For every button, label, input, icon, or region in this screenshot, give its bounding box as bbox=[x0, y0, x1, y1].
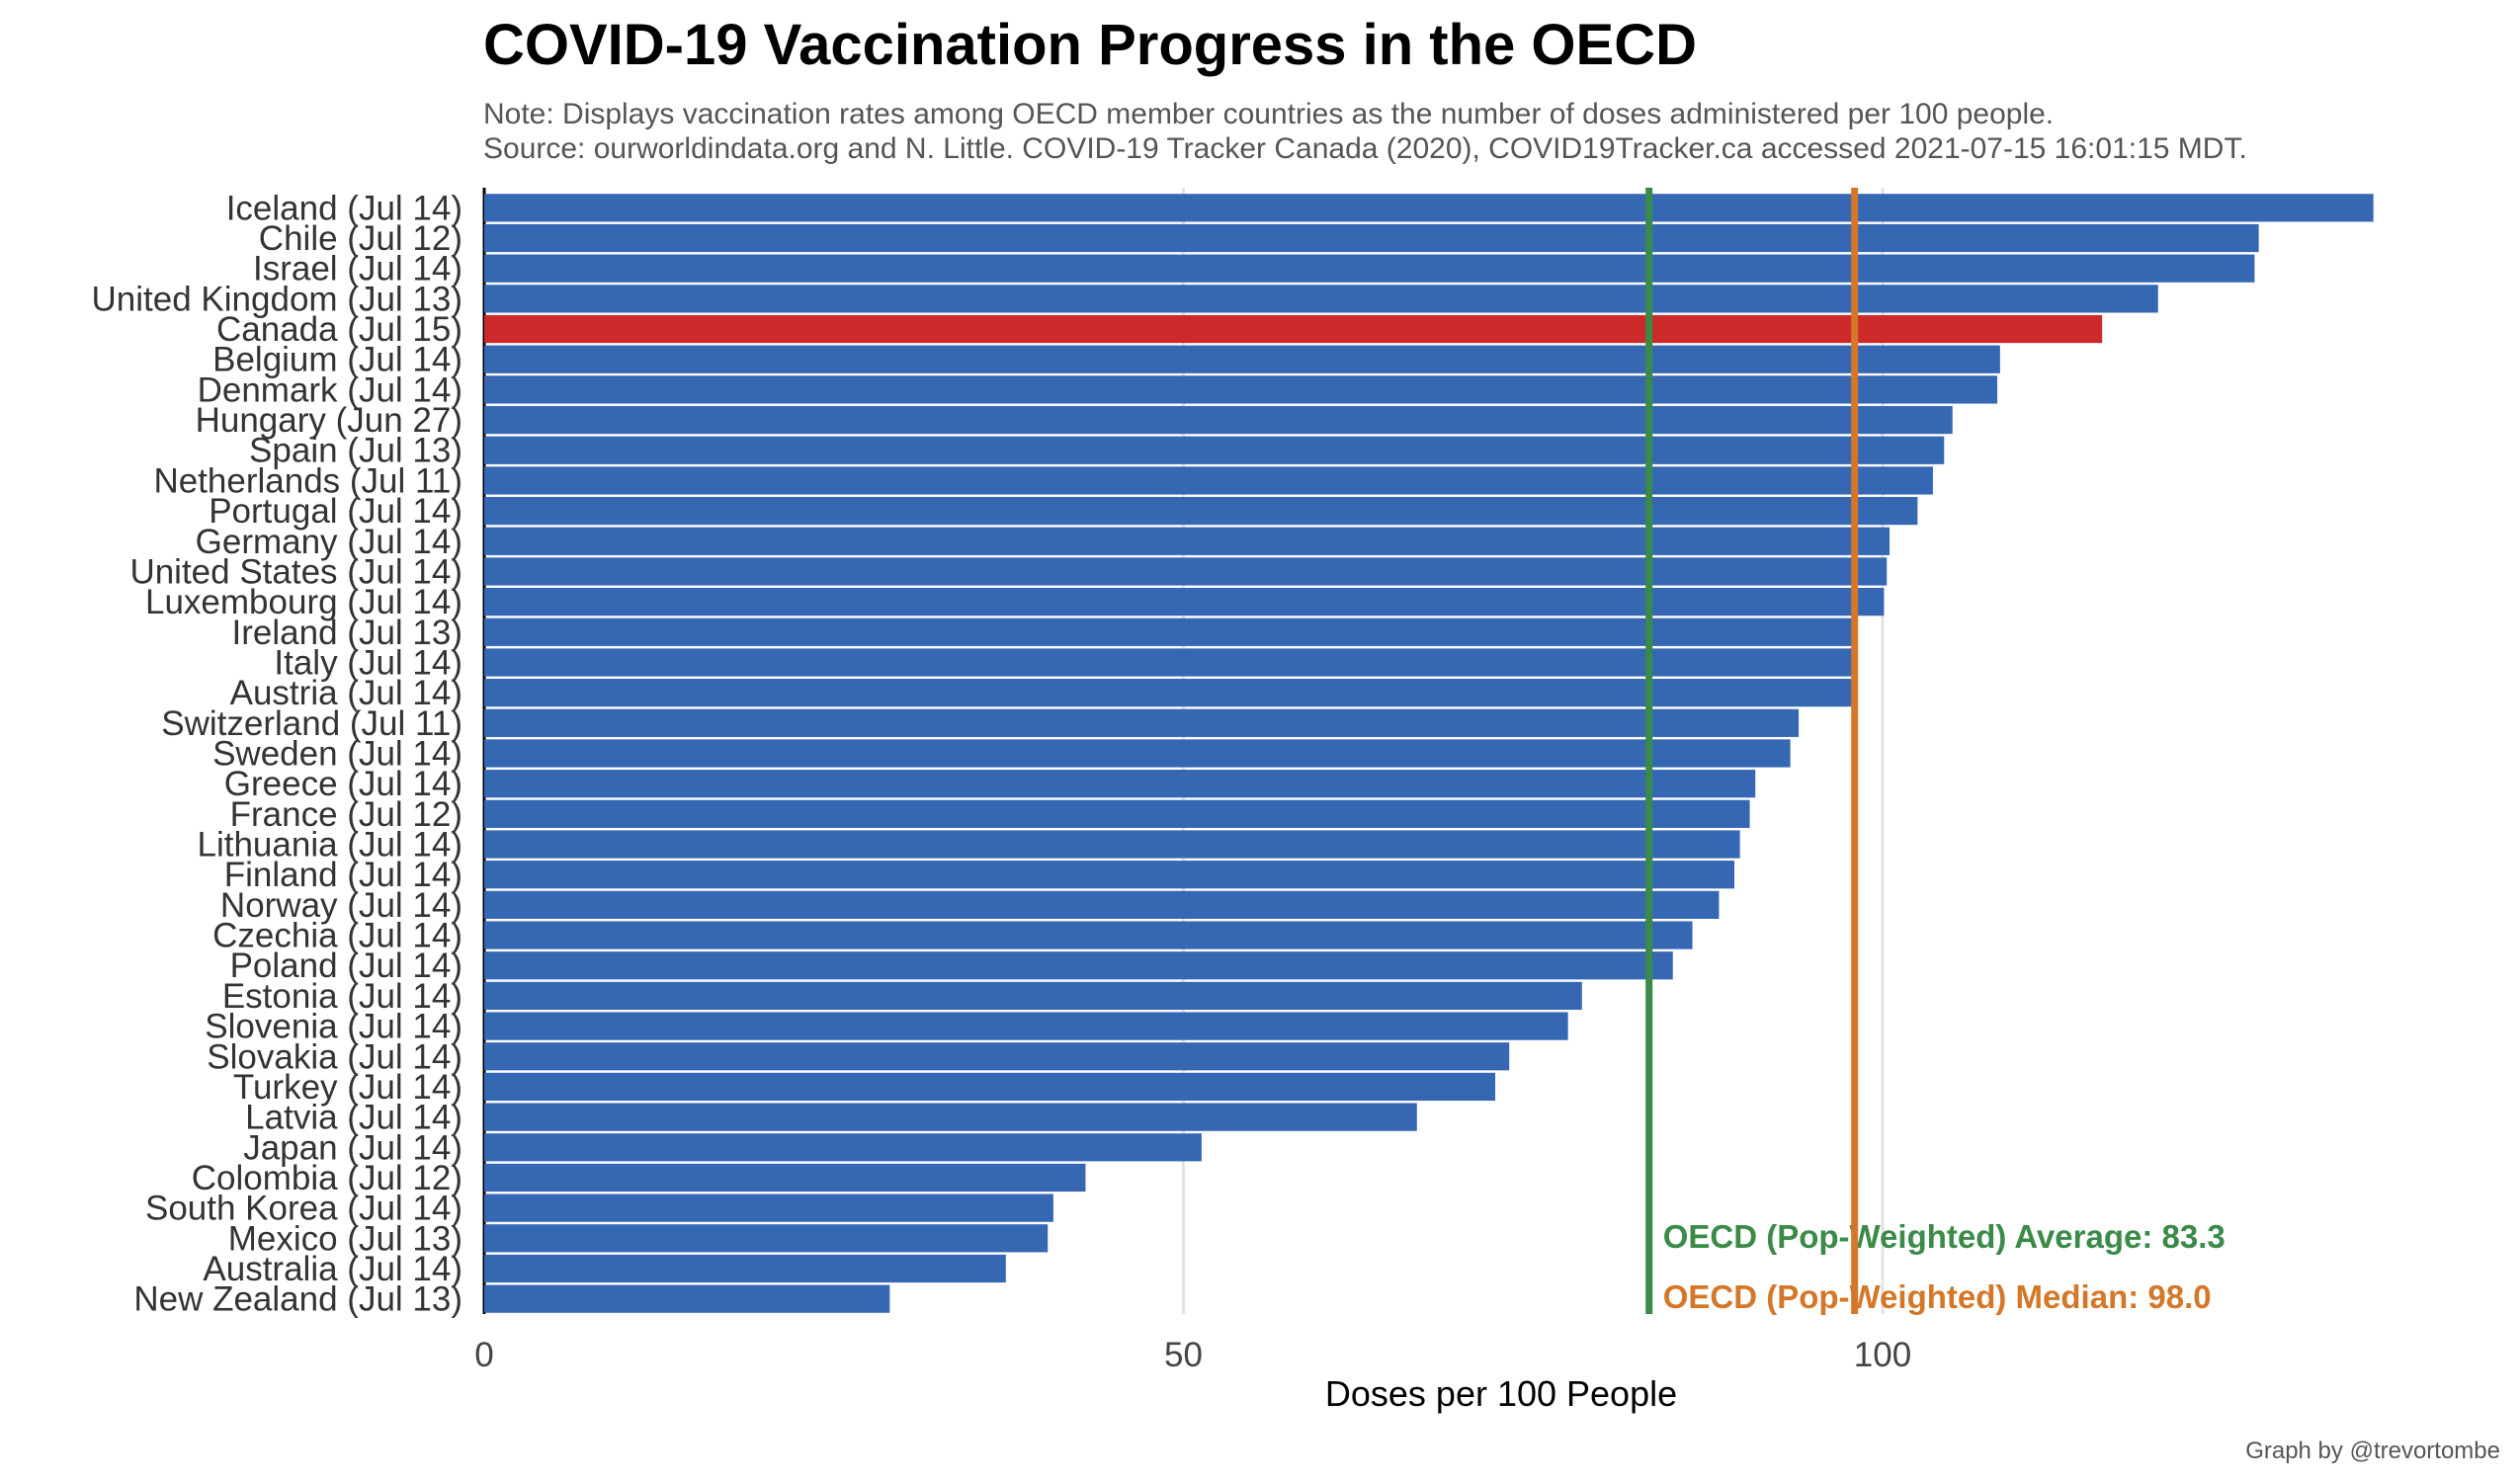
category-label-mexico-jul-13: Mexico (Jul 13) bbox=[228, 1219, 462, 1258]
category-label-united-kingdom-jul-13: United Kingdom (Jul 13) bbox=[92, 280, 462, 318]
x-tick-label-0: 0 bbox=[474, 1336, 493, 1374]
category-label-australia-jul-14: Australia (Jul 14) bbox=[203, 1250, 462, 1288]
bar-greece-jul-14 bbox=[484, 770, 1756, 798]
category-label-switzerland-jul-11: Switzerland (Jul 11) bbox=[161, 704, 462, 743]
category-label-spain-jul-13: Spain (Jul 13) bbox=[249, 432, 462, 470]
category-label-hungary-jun-27: Hungary (Jun 27) bbox=[196, 401, 462, 440]
bar-denmark-jul-14 bbox=[484, 375, 1998, 404]
category-label-latvia-jul-14: Latvia (Jul 14) bbox=[245, 1099, 462, 1137]
bar-iceland-jul-14 bbox=[484, 194, 2374, 222]
bar-ireland-jul-13 bbox=[484, 618, 1852, 646]
category-label-finland-jul-14: Finland (Jul 14) bbox=[224, 856, 462, 894]
bar-canada-jul-15 bbox=[484, 314, 2103, 344]
category-label-luxembourg-jul-14: Luxembourg (Jul 14) bbox=[145, 583, 462, 621]
category-label-south-korea-jul-14: South Korea (Jul 14) bbox=[145, 1190, 462, 1228]
category-label-ireland-jul-13: Ireland (Jul 13) bbox=[232, 614, 462, 652]
category-label-iceland-jul-14: Iceland (Jul 14) bbox=[226, 189, 462, 227]
category-labels: Iceland (Jul 14)Chile (Jul 12)Israel (Ju… bbox=[92, 189, 462, 1318]
category-label-sweden-jul-14: Sweden (Jul 14) bbox=[212, 735, 462, 774]
bar-slovenia-jul-14 bbox=[484, 1012, 1568, 1040]
chart-source: Source: ourworldindata.org and N. Little… bbox=[483, 132, 2247, 165]
reference-label-average: OECD (Pop-Weighted) Average: 83.3 bbox=[1663, 1218, 2226, 1255]
category-label-portugal-jul-14: Portugal (Jul 14) bbox=[209, 492, 462, 531]
bar-belgium-jul-14 bbox=[484, 345, 2000, 373]
bar-united-kingdom-jul-13 bbox=[484, 285, 2158, 313]
bar-sweden-jul-14 bbox=[484, 739, 1791, 768]
category-label-france-jul-12: France (Jul 12) bbox=[230, 795, 462, 834]
bar-hungary-jun-27 bbox=[484, 405, 1953, 435]
category-label-japan-jul-14: Japan (Jul 14) bbox=[243, 1128, 462, 1167]
x-tick-label-100: 100 bbox=[1854, 1336, 1911, 1374]
graph-credit: Graph by @trevortombe bbox=[2245, 1438, 2500, 1464]
category-label-poland-jul-14: Poland (Jul 14) bbox=[230, 947, 462, 985]
bar-germany-jul-14 bbox=[484, 527, 1890, 555]
bar-netherlands-jul-11 bbox=[484, 466, 1933, 495]
category-label-czechia-jul-14: Czechia (Jul 14) bbox=[212, 917, 462, 955]
bar-finland-jul-14 bbox=[484, 861, 1735, 889]
chart-note: Note: Displays vaccination rates among O… bbox=[483, 98, 2055, 130]
bar-portugal-jul-14 bbox=[484, 496, 1918, 526]
category-label-colombia-jul-12: Colombia (Jul 12) bbox=[192, 1159, 462, 1197]
category-label-estonia-jul-14: Estonia (Jul 14) bbox=[222, 977, 462, 1016]
bar-switzerland-jul-11 bbox=[484, 708, 1800, 737]
bar-australia-jul-14 bbox=[484, 1254, 1006, 1283]
bar-estonia-jul-14 bbox=[484, 981, 1582, 1011]
bar-israel-jul-14 bbox=[484, 254, 2255, 283]
chart-title: COVID-19 Vaccination Progress in the OEC… bbox=[483, 13, 1697, 77]
category-label-greece-jul-14: Greece (Jul 14) bbox=[224, 765, 462, 803]
bar-italy-jul-14 bbox=[484, 648, 1852, 677]
bar-japan-jul-14 bbox=[484, 1133, 1202, 1162]
bar-new-zealand-jul-13 bbox=[484, 1284, 890, 1313]
category-label-belgium-jul-14: Belgium (Jul 14) bbox=[212, 341, 462, 379]
bar-united-states-jul-14 bbox=[484, 557, 1888, 586]
category-label-norway-jul-14: Norway (Jul 14) bbox=[220, 886, 462, 925]
bar-layer bbox=[484, 194, 2374, 1313]
category-label-austria-jul-14: Austria (Jul 14) bbox=[230, 674, 462, 712]
bar-austria-jul-14 bbox=[484, 679, 1852, 707]
category-label-united-states-jul-14: United States (Jul 14) bbox=[129, 552, 462, 591]
bar-france-jul-12 bbox=[484, 799, 1750, 828]
category-label-lithuania-jul-14: Lithuania (Jul 14) bbox=[198, 826, 463, 864]
bar-chile-jul-12 bbox=[484, 223, 2259, 253]
bar-latvia-jul-14 bbox=[484, 1103, 1417, 1131]
category-label-netherlands-jul-11: Netherlands (Jul 11) bbox=[153, 461, 462, 500]
bar-slovakia-jul-14 bbox=[484, 1042, 1510, 1071]
category-label-chile-jul-12: Chile (Jul 12) bbox=[259, 219, 462, 258]
category-label-new-zealand-jul-13: New Zealand (Jul 13) bbox=[133, 1280, 462, 1319]
category-label-germany-jul-14: Germany (Jul 14) bbox=[196, 523, 462, 561]
bar-spain-jul-13 bbox=[484, 436, 1945, 464]
bar-south-korea-jul-14 bbox=[484, 1194, 1053, 1222]
reference-lines: OECD (Pop-Weighted) Average: 83.3 OECD (P… bbox=[1645, 188, 2226, 1315]
x-axis-ticks: 0 50 100 bbox=[474, 1336, 1911, 1374]
category-label-italy-jul-14: Italy (Jul 14) bbox=[274, 643, 462, 682]
bar-czechia-jul-14 bbox=[484, 921, 1693, 949]
category-label-denmark-jul-14: Denmark (Jul 14) bbox=[198, 370, 462, 409]
category-label-turkey-jul-14: Turkey (Jul 14) bbox=[233, 1068, 462, 1107]
category-label-israel-jul-14: Israel (Jul 14) bbox=[253, 250, 462, 288]
bar-turkey-jul-14 bbox=[484, 1072, 1496, 1102]
category-label-slovakia-jul-14: Slovakia (Jul 14) bbox=[207, 1037, 462, 1076]
category-label-slovenia-jul-14: Slovenia (Jul 14) bbox=[205, 1008, 462, 1046]
bar-mexico-jul-13 bbox=[484, 1224, 1049, 1253]
bar-poland-jul-14 bbox=[484, 951, 1673, 980]
reference-label-median: OECD (Pop-Weighted) Median: 98.0 bbox=[1663, 1278, 2212, 1315]
bar-luxembourg-jul-14 bbox=[484, 588, 1885, 617]
x-axis-title: Doses per 100 People bbox=[1325, 1373, 1677, 1414]
bar-colombia-jul-12 bbox=[484, 1163, 1086, 1193]
bar-norway-jul-14 bbox=[484, 890, 1720, 919]
bar-lithuania-jul-14 bbox=[484, 830, 1740, 859]
category-label-canada-jul-15: Canada (Jul 15) bbox=[216, 310, 462, 349]
x-tick-label-50: 50 bbox=[1164, 1336, 1203, 1374]
